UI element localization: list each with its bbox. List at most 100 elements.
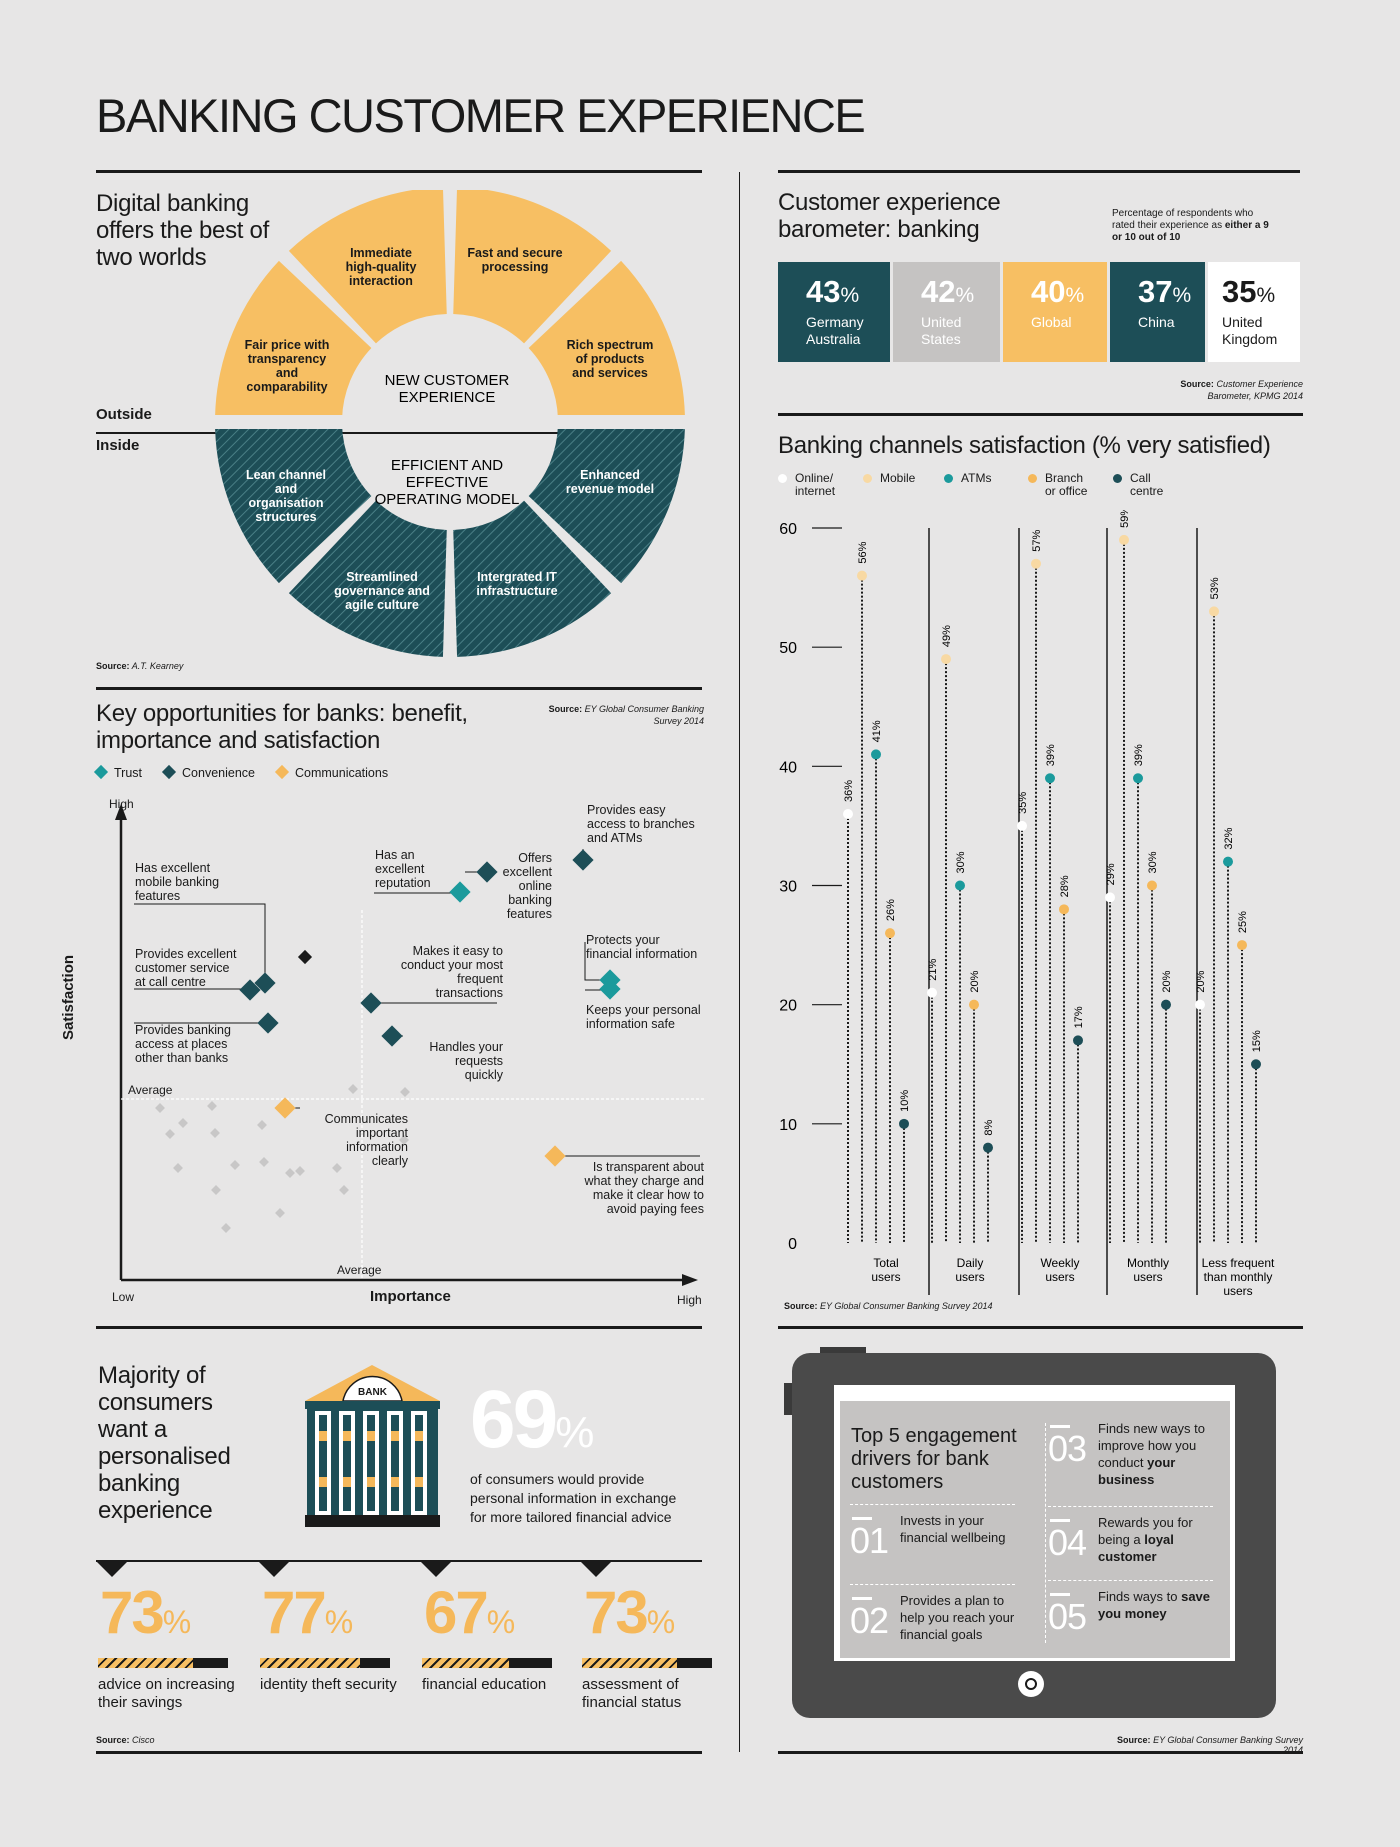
section-rule	[778, 170, 1300, 173]
barometer-value: 37%	[1138, 274, 1192, 309]
legend-label: Call centre	[1130, 471, 1164, 498]
inner-segment	[528, 425, 685, 584]
legend-item: Call centre	[1113, 472, 1178, 498]
legend-item: ATMs	[944, 472, 1009, 485]
label-mobile: Has excellent mobile banking features	[135, 861, 220, 903]
other-point	[211, 1185, 221, 1195]
personal-title: Majority of consumers want a personalise…	[98, 1362, 231, 1524]
channel-value-label: 20%	[1161, 970, 1173, 992]
engagement-num-bar	[1050, 1425, 1070, 1428]
legend-communications: Communications	[274, 764, 388, 780]
barometer-label: China	[1138, 314, 1175, 330]
y-tick-label: 20	[779, 998, 797, 1015]
label-communicates: Communicates important information clear…	[324, 1112, 408, 1168]
center-bottom-text: EFFICIENT AND EFFECTIVE OPERATING MODEL	[375, 457, 520, 508]
barometer-value: 40%	[1031, 274, 1085, 309]
label-transactions: Makes it easy to conduct your most frequ…	[400, 944, 503, 1000]
column-divider	[739, 172, 740, 1752]
barometer-title: Customer experience barometer: banking	[778, 189, 1001, 243]
legend-label: ATMs	[961, 471, 992, 485]
barometer-box: 43% Germany Australia	[778, 262, 890, 362]
channel-point	[857, 570, 867, 581]
outer-segment	[288, 190, 447, 344]
channel-value-label: 28%	[1059, 875, 1071, 897]
personal-source: Source: Cisco	[96, 1735, 155, 1745]
opportunity-point	[254, 972, 276, 994]
legend-item: Branch or office	[1028, 472, 1095, 498]
y-axis-label: Satisfaction	[60, 954, 77, 1040]
barometer-note: Percentage of respondents who rated thei…	[1112, 208, 1269, 243]
channel-point	[1073, 1035, 1083, 1046]
y-tick-label: 10	[779, 1117, 797, 1134]
opportunity-point	[544, 1145, 566, 1167]
label-places: Provides banking access at places other …	[135, 1023, 231, 1065]
channel-point	[927, 987, 937, 998]
other-point	[257, 1120, 267, 1130]
outside-inside-divider	[96, 432, 676, 434]
barometer-box: 40% Global	[1003, 262, 1107, 362]
stats-rule	[96, 1560, 702, 1562]
engagement-item: 03 Finds new ways to improve how you cond…	[1048, 1420, 1228, 1490]
x-low-label: Low	[112, 1290, 135, 1304]
barometer-value: 42%	[921, 274, 975, 309]
stat-pointer	[96, 1561, 128, 1577]
opportunity-point	[274, 1097, 296, 1119]
channel-value-label: 10%	[899, 1090, 911, 1112]
opportunities-source: Source: EY Global Consumer Banking Surve…	[548, 704, 704, 726]
center-top-text: NEW CUSTOMER EXPERIENCE	[385, 372, 510, 406]
channel-value-label: 30%	[955, 851, 967, 873]
stat-pointer	[258, 1561, 290, 1577]
section-rule	[778, 1326, 1303, 1329]
engagement-number: 02	[850, 1600, 889, 1641]
opportunities-scatter	[115, 804, 705, 1286]
section-rule	[96, 1326, 702, 1329]
outer-seg-label: Immediate high-quality interaction	[345, 246, 417, 288]
channel-value-label: 21%	[927, 959, 939, 981]
channel-point	[955, 880, 965, 891]
section-rule	[778, 413, 1303, 416]
bank-sign: BANK	[358, 1387, 387, 1398]
engagement-rule	[850, 1504, 1015, 1505]
outer-seg-label: Rich spectrum of products and services	[566, 338, 654, 380]
other-point	[348, 1084, 358, 1094]
outside-label: Outside	[96, 406, 152, 423]
digital-title: Digital banking offers the best of two w…	[96, 190, 269, 271]
x-category-label: users	[1045, 1270, 1074, 1284]
tablet-button-side	[784, 1383, 794, 1415]
stat-bar	[422, 1658, 552, 1668]
stat-pointer	[420, 1561, 452, 1577]
inner-segment	[215, 425, 372, 584]
tablet-home-button[interactable]	[1018, 1671, 1044, 1697]
other-point	[155, 1103, 165, 1113]
other-point	[210, 1128, 220, 1138]
stat-value: 67%	[424, 1579, 515, 1646]
engagement-num-bar	[1050, 1593, 1070, 1596]
inner-segment	[453, 500, 612, 657]
inside-label: Inside	[96, 437, 140, 454]
legend-convenience: Convenience	[161, 764, 255, 780]
channels-legend: Online/ internet Mobile ATMs Branch or offi…	[778, 472, 1258, 502]
stat-value: 73%	[584, 1579, 675, 1646]
engagement-text: Provides a plan to help you reach your f…	[900, 1593, 1015, 1642]
channel-value-label: 59%	[1119, 510, 1131, 528]
channel-point	[885, 928, 895, 939]
engagement-num-bar	[852, 1517, 872, 1520]
opportunity-point	[381, 1025, 403, 1047]
other-point	[178, 1118, 188, 1128]
engagement-item: 04 Rewards you for being a loyal customer	[1048, 1506, 1228, 1584]
channel-value-label: 36%	[843, 780, 855, 802]
engagement-num-bar	[852, 1597, 872, 1600]
channels-source: Source: EY Global Consumer Banking Surve…	[784, 1301, 993, 1311]
outer-seg-label: Fast and secure processing	[467, 246, 563, 274]
stat-label: assessment of financial status	[582, 1676, 682, 1711]
y-tick-label: 30	[779, 879, 797, 896]
engagement-text: Rewards you for being a loyal customer	[1098, 1515, 1193, 1564]
channel-value-label: 49%	[941, 625, 953, 647]
channel-value-label: 29%	[1105, 863, 1117, 885]
channel-value-label: 56%	[857, 541, 869, 563]
channel-point	[1133, 773, 1143, 784]
opportunity-point	[476, 861, 498, 883]
channel-point	[899, 1118, 909, 1129]
channel-value-label: 25%	[1237, 911, 1249, 933]
channel-point	[1209, 606, 1219, 617]
